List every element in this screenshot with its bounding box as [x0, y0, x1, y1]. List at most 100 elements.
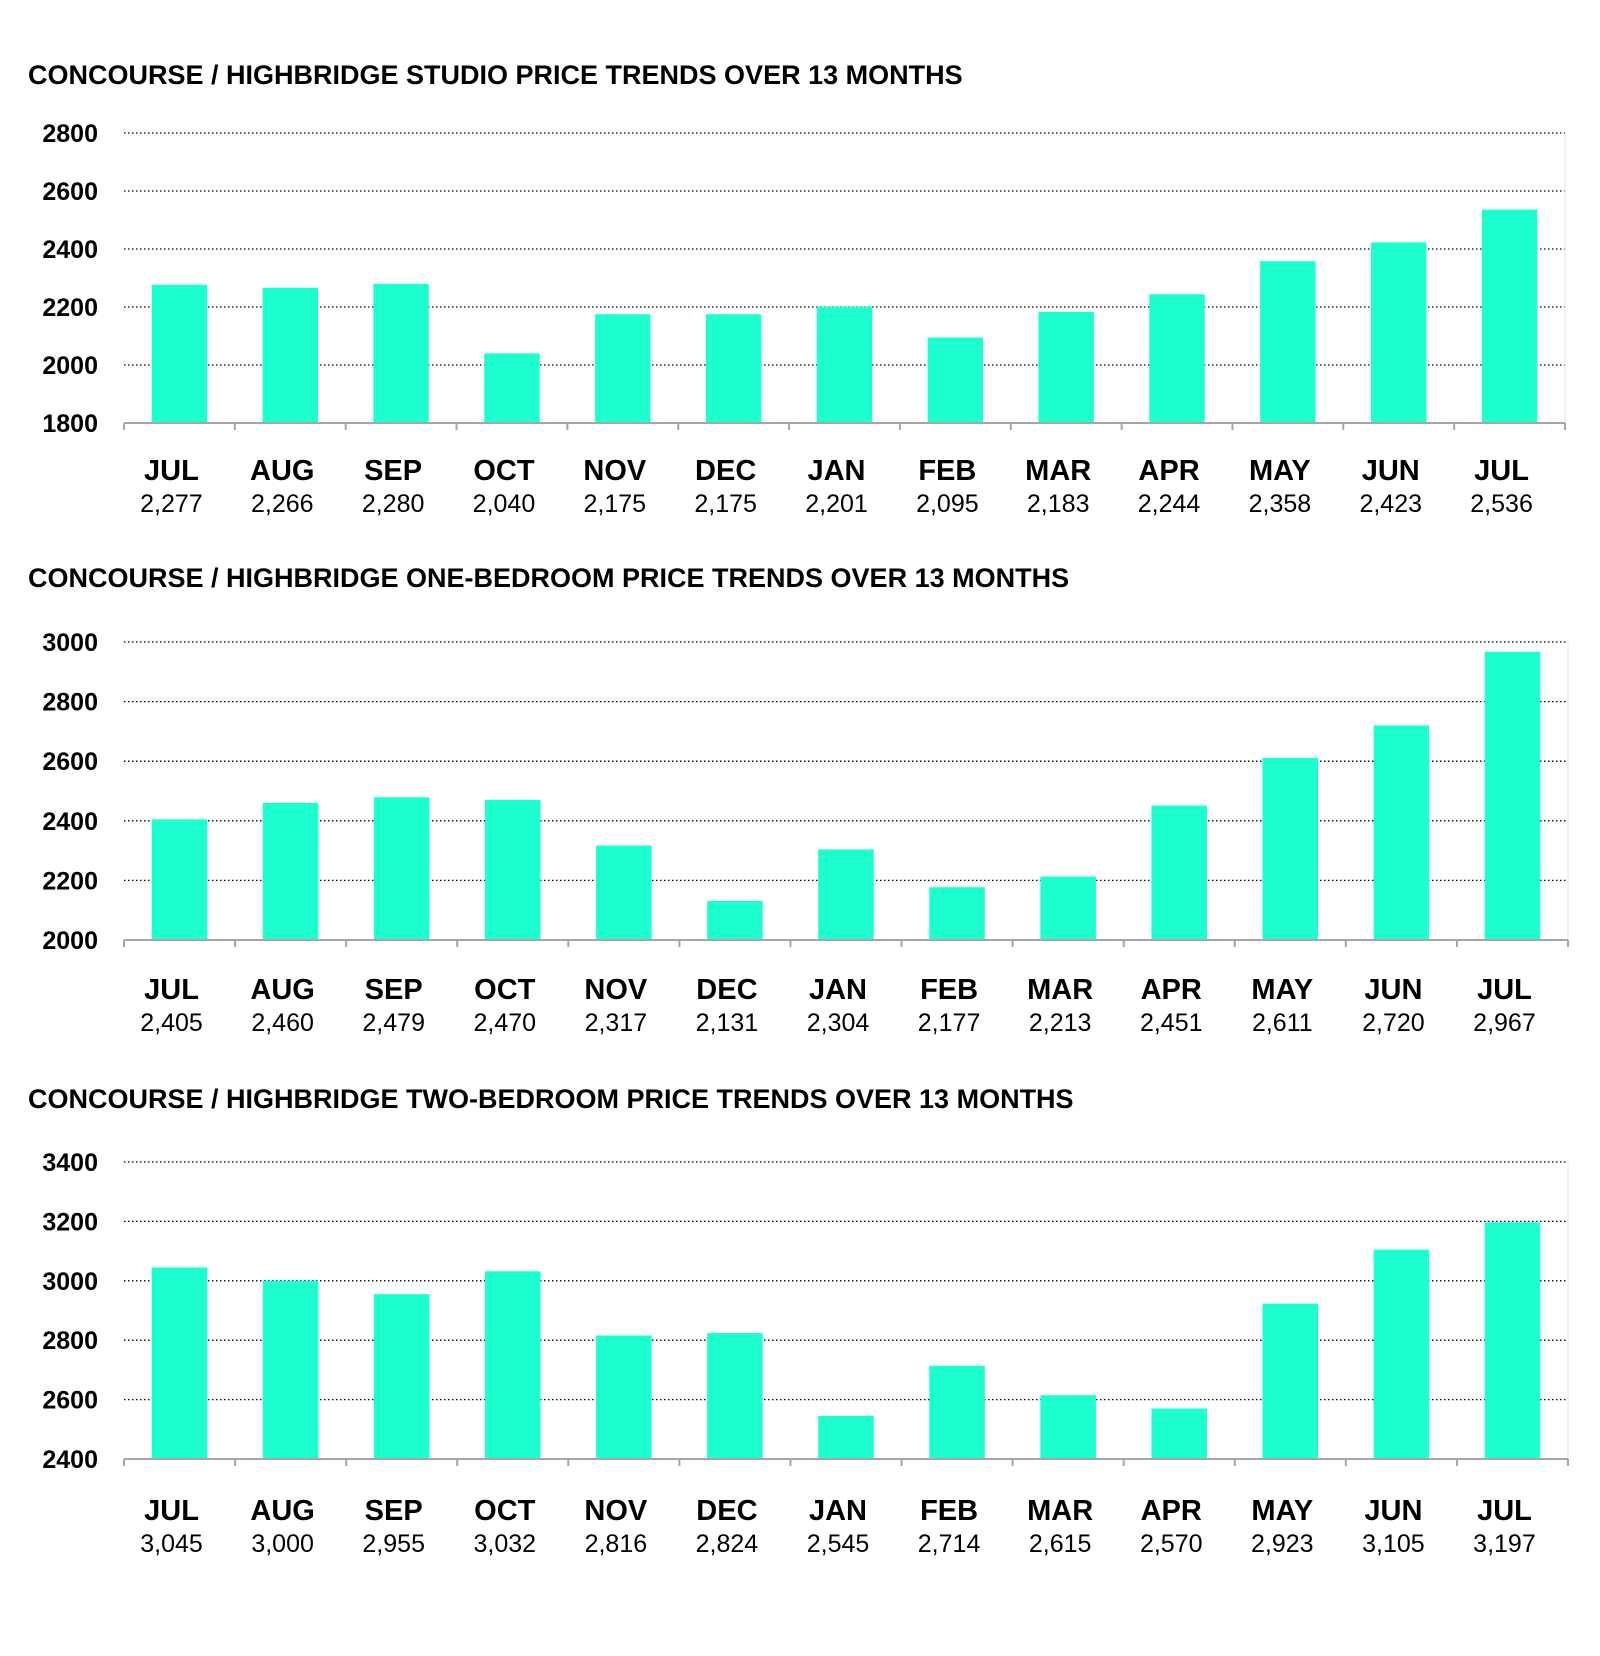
- bar: [1262, 1303, 1319, 1459]
- bar: [818, 849, 874, 940]
- bar-value-label: 2,451: [1140, 1009, 1203, 1037]
- x-category-label: JUL: [144, 1495, 199, 1527]
- bar-value-label: 2,175: [584, 490, 647, 518]
- x-category-label: DEC: [696, 1495, 757, 1527]
- bar: [151, 284, 208, 423]
- x-category-label: NOV: [583, 455, 647, 487]
- x-category-label: DEC: [696, 974, 757, 1006]
- bar: [262, 1280, 319, 1459]
- bar: [373, 283, 429, 423]
- x-category-label: MAY: [1251, 1495, 1313, 1527]
- bar: [1038, 311, 1094, 423]
- x-category-label: SEP: [365, 974, 423, 1006]
- x-category-label: MAR: [1025, 455, 1091, 487]
- bar: [151, 1267, 208, 1459]
- bar: [929, 887, 985, 940]
- bar-value-label: 2,470: [473, 1009, 536, 1037]
- x-category-label: MAR: [1027, 1495, 1093, 1527]
- bar-value-label: 2,816: [585, 1530, 648, 1558]
- bar: [373, 1294, 430, 1459]
- bar-value-label: 2,720: [1362, 1009, 1425, 1037]
- bar: [1484, 651, 1541, 940]
- y-tick-label: 2600: [42, 1387, 98, 1415]
- y-tick-label: 2800: [42, 120, 98, 148]
- bar-value-label: 2,183: [1027, 490, 1090, 518]
- x-category-label: JUN: [1364, 1495, 1422, 1527]
- bar: [595, 314, 651, 423]
- bar-value-label: 2,201: [805, 490, 868, 518]
- bar: [707, 1333, 763, 1459]
- x-category-label: MAY: [1251, 974, 1313, 1006]
- y-tick-label: 2200: [42, 294, 98, 322]
- x-category-label: OCT: [474, 1495, 536, 1527]
- bar-value-label: 2,479: [362, 1009, 425, 1037]
- bar-value-label: 2,213: [1029, 1009, 1092, 1037]
- y-tick-label: 2800: [42, 1327, 98, 1355]
- bar-value-label: 2,405: [140, 1009, 203, 1037]
- x-category-label: JAN: [807, 455, 865, 487]
- bar-value-label: 2,967: [1473, 1009, 1536, 1037]
- bar-value-label: 3,045: [140, 1530, 203, 1558]
- x-category-label: JUN: [1362, 455, 1420, 487]
- bar-value-label: 2,923: [1251, 1530, 1314, 1558]
- bar-value-label: 2,175: [694, 490, 757, 518]
- bar: [1260, 261, 1316, 423]
- x-category-label: SEP: [365, 1495, 423, 1527]
- studio-chart-svg: 2800 2600 2400 2200 2000 1800 JUL 2,277 AUG 2,266…: [42, 120, 1566, 518]
- bar-value-label: 2,570: [1140, 1530, 1203, 1558]
- x-category-label: AUG: [250, 974, 314, 1006]
- bar: [485, 799, 541, 940]
- x-category-label: APR: [1141, 1495, 1202, 1527]
- y-tick-label: 3000: [42, 1268, 98, 1296]
- bar: [707, 900, 763, 940]
- x-category-label: JUL: [144, 455, 199, 487]
- bar-value-label: 3,197: [1473, 1530, 1536, 1558]
- x-category-label: JUL: [1477, 974, 1532, 1006]
- x-category-label: JAN: [809, 974, 867, 1006]
- bar-value-label: 2,955: [362, 1530, 425, 1558]
- y-tick-label: 3400: [42, 1149, 98, 1177]
- studio-chart-title: CONCOURSE / HIGHBRIDGE STUDIO PRICE TREN…: [28, 60, 963, 90]
- x-category-label: AUG: [250, 455, 314, 487]
- x-category-label: MAR: [1027, 974, 1093, 1006]
- bar: [1481, 209, 1538, 423]
- y-tick-label: 2400: [42, 236, 98, 264]
- x-category-label: OCT: [474, 974, 536, 1006]
- bar: [1151, 805, 1207, 940]
- bar: [816, 306, 873, 423]
- bar-value-label: 3,105: [1362, 1530, 1425, 1558]
- bar-value-label: 2,304: [807, 1009, 870, 1037]
- bar: [1149, 294, 1205, 423]
- bar-value-label: 2,095: [916, 490, 979, 518]
- one-bedroom-chart-title: CONCOURSE / HIGHBRIDGE ONE-BEDROOM PRICE…: [28, 563, 1070, 593]
- y-tick-label: 2600: [42, 748, 98, 776]
- x-category-label: APR: [1138, 455, 1199, 487]
- bar-value-label: 2,536: [1470, 490, 1533, 518]
- bar-value-label: 2,423: [1359, 490, 1422, 518]
- x-category-label: FEB: [920, 974, 978, 1006]
- bar-value-label: 3,000: [251, 1530, 314, 1558]
- bar: [1040, 1395, 1096, 1459]
- bar-value-label: 2,131: [696, 1009, 759, 1037]
- x-category-label: DEC: [695, 455, 756, 487]
- bar: [596, 845, 652, 940]
- bar-value-label: 2,317: [585, 1009, 648, 1037]
- bar-value-label: 2,611: [1252, 1009, 1313, 1037]
- bar: [929, 1365, 985, 1459]
- bar-value-label: 2,266: [251, 490, 314, 518]
- bar: [373, 797, 430, 940]
- bar: [1371, 242, 1427, 423]
- bar-value-label: 2,177: [918, 1009, 981, 1037]
- x-category-label: NOV: [584, 1495, 648, 1527]
- y-tick-label: 3200: [42, 1208, 98, 1236]
- y-tick-label: 2200: [42, 867, 98, 895]
- x-category-label: FEB: [920, 1495, 978, 1527]
- two-bedroom-chart-svg: 3400 3200 3000 2800 2600 2400 JUL 3,045 AUG 3,000…: [42, 1149, 1569, 1558]
- bar: [1262, 757, 1319, 940]
- bar-value-label: 2,714: [918, 1530, 981, 1558]
- bar: [1151, 1408, 1207, 1459]
- bar-value-label: 2,358: [1249, 490, 1312, 518]
- x-category-label: OCT: [473, 455, 535, 487]
- bar-value-label: 2,040: [473, 490, 536, 518]
- bar: [151, 819, 208, 940]
